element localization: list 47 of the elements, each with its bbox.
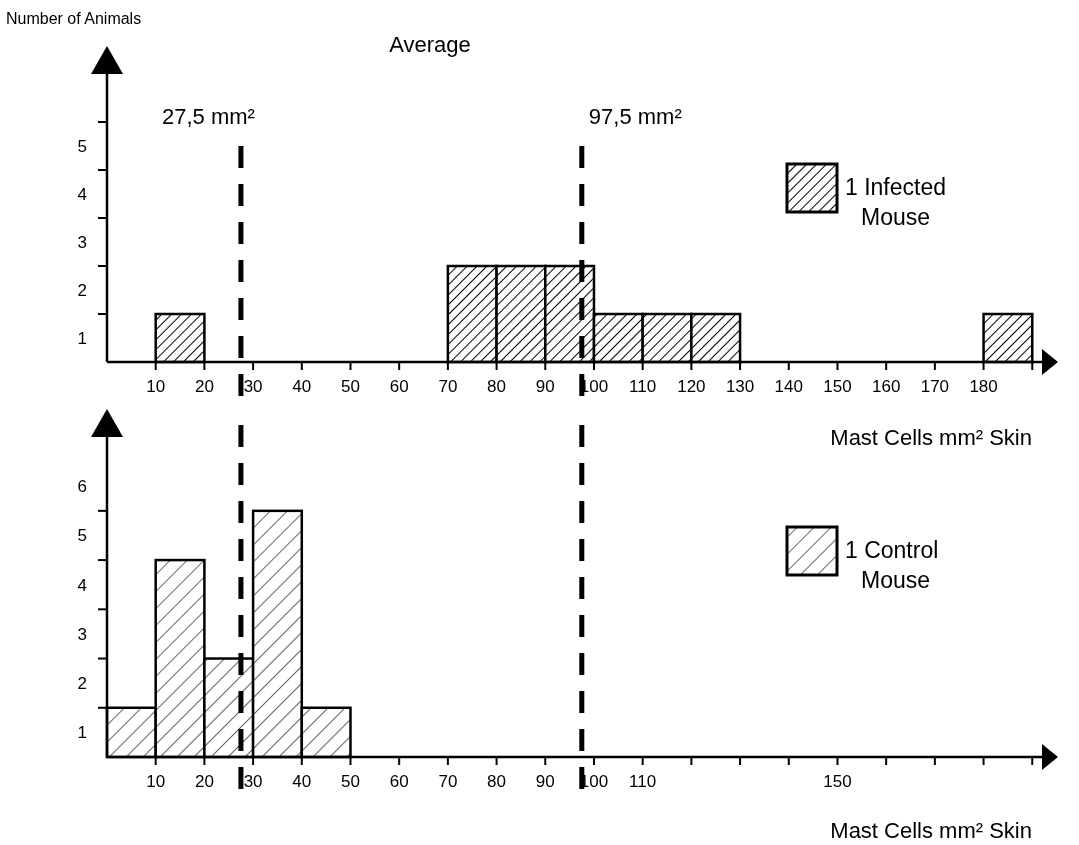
x-tick-label: 40 [292,377,312,396]
legend-label: 1 Control Mouse [845,537,939,593]
x-tick-label: 90 [535,377,555,396]
y-tick-label: 4 [77,575,87,595]
x-tick-label: 70 [438,772,458,791]
x-tick-label: 20 [194,377,214,396]
x-tick-label: 60 [389,377,409,396]
x-tick-label: 170 [920,377,950,396]
x-tick-label: 140 [774,377,803,396]
y-tick-label: 1 [77,723,87,743]
x-tick-label: 130 [725,377,755,396]
y-tick-label: 1 [77,328,87,348]
x-axis-title: Mast Cells mm² Skin [830,425,1032,450]
y-axis-title: Number of Animals [6,10,142,27]
x-tick-label: 110 [629,377,657,396]
chart-title: Average [389,32,471,57]
x-tick-label: 180 [969,377,998,396]
x-tick-label: 110 [629,772,657,791]
x-tick-label: 90 [535,772,555,791]
ref-line-label: 27,5 mm² [162,104,255,129]
y-tick-label: 2 [77,674,87,694]
x-tick-label: 50 [341,772,360,791]
y-tick-label: 3 [77,232,87,252]
ref-line-label: 97,5 mm² [588,104,682,129]
y-tick-label: 5 [77,136,87,156]
x-tick-label: 40 [292,772,312,791]
y-tick-label: 5 [77,526,87,546]
y-tick-label: 6 [77,477,87,497]
x-tick-label: 30 [243,377,263,396]
x-tick-label: 80 [487,377,507,396]
y-tick-label: 3 [77,624,87,644]
x-tick-label: 10 [146,772,166,791]
y-tick-label: 4 [77,184,87,204]
x-tick-label: 30 [243,772,263,791]
x-tick-label: 70 [438,377,458,396]
x-tick-label: 10 [146,377,166,396]
x-tick-label: 20 [194,772,214,791]
y-tick-label: 2 [77,280,87,300]
x-tick-label: 50 [341,377,360,396]
x-tick-label: 150 [823,772,852,791]
x-tick-label: 150 [823,377,852,396]
x-tick-label: 160 [871,377,901,396]
x-tick-label: 120 [677,377,706,396]
x-tick-label: 80 [487,772,507,791]
x-tick-label: 60 [389,772,409,791]
x-axis-title: Mast Cells mm² Skin [830,818,1032,843]
legend-label: 1 Infected Mouse [845,174,947,230]
